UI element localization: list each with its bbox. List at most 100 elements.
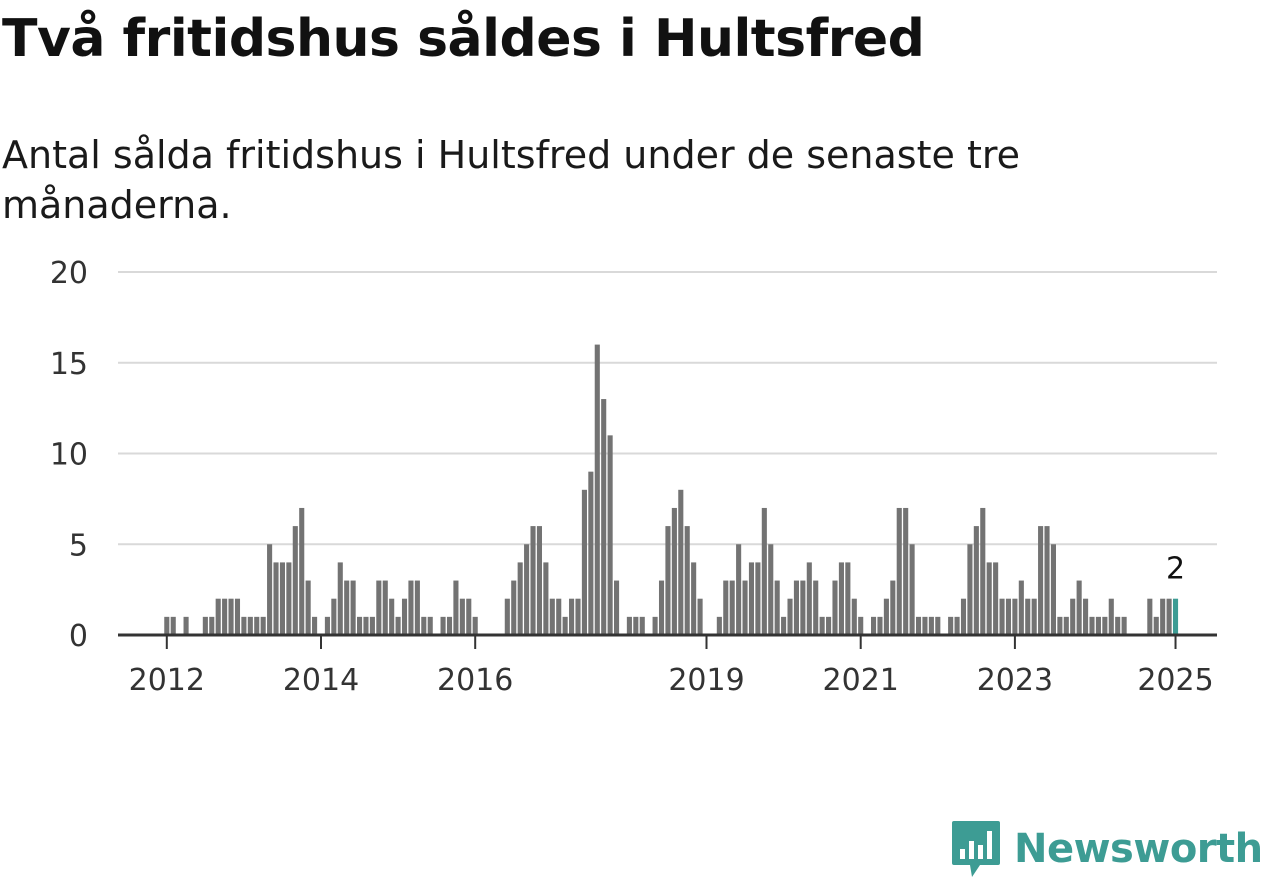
bar xyxy=(524,544,530,635)
bar xyxy=(1153,616,1159,635)
bar xyxy=(556,598,562,635)
bar xyxy=(903,507,909,635)
bar xyxy=(466,598,472,635)
brand-name: Newsworthy xyxy=(1014,826,1262,872)
bar xyxy=(1089,616,1095,635)
bar xyxy=(279,562,285,635)
y-tick-label: 10 xyxy=(50,438,88,473)
bar xyxy=(1018,580,1024,635)
bar xyxy=(800,580,806,635)
bar xyxy=(954,616,960,635)
bar xyxy=(1044,526,1050,635)
bar xyxy=(838,562,844,635)
bar-chart: 0 5 10 15 20 2012 2014 2016 2019 2021 2023 2025 2 xyxy=(50,256,1217,698)
bar xyxy=(594,344,600,635)
bar xyxy=(781,616,787,635)
bar xyxy=(896,507,902,635)
bar xyxy=(1102,616,1108,635)
bar xyxy=(601,399,607,635)
highlight-value-label: 2 xyxy=(1166,552,1185,587)
bar xyxy=(581,489,587,635)
bar xyxy=(344,580,350,635)
bar xyxy=(736,544,742,635)
bar xyxy=(1095,616,1101,635)
bar xyxy=(376,580,382,635)
bar xyxy=(228,598,234,635)
bar xyxy=(183,616,189,635)
bar xyxy=(909,544,915,635)
bar xyxy=(980,507,986,635)
bar xyxy=(389,598,395,635)
bar xyxy=(813,580,819,635)
bar xyxy=(241,616,247,635)
bar xyxy=(504,598,510,635)
bar xyxy=(723,580,729,635)
bar xyxy=(1025,598,1031,635)
bar xyxy=(1038,526,1044,635)
bar xyxy=(588,471,594,635)
bar xyxy=(787,598,793,635)
bar xyxy=(877,616,883,635)
bar xyxy=(569,598,575,635)
bar xyxy=(401,598,408,635)
bar xyxy=(382,580,388,635)
x-tick-label: 2019 xyxy=(668,663,744,698)
bar xyxy=(678,489,684,635)
bar xyxy=(832,580,838,635)
bar xyxy=(883,598,889,635)
bar xyxy=(1115,616,1121,635)
bar xyxy=(960,598,967,635)
bar xyxy=(973,526,979,635)
chart-subtitle: Antal sålda fritidshus i Hultsfred under… xyxy=(2,133,1021,227)
x-tick-label: 2012 xyxy=(129,663,205,698)
bar xyxy=(1076,580,1082,635)
bar xyxy=(748,562,755,635)
bar xyxy=(935,616,941,635)
bar xyxy=(761,507,767,635)
bar xyxy=(286,562,292,635)
bar xyxy=(234,598,241,635)
bar xyxy=(549,598,555,635)
bar xyxy=(755,562,761,635)
bar xyxy=(511,580,517,635)
bar xyxy=(260,616,266,635)
y-tick-label: 15 xyxy=(50,347,88,382)
y-tick-label: 20 xyxy=(50,256,88,291)
bar xyxy=(446,616,453,635)
bar xyxy=(729,580,735,635)
bar xyxy=(1063,616,1069,635)
bar xyxy=(222,598,228,635)
bar xyxy=(1108,598,1114,635)
bar xyxy=(1166,598,1172,635)
bar xyxy=(273,562,279,635)
bar xyxy=(575,598,581,635)
bar xyxy=(967,544,973,635)
bar xyxy=(254,616,260,635)
bar xyxy=(453,580,459,635)
chart-title: Två fritidshus såldes i Hultsfred xyxy=(2,9,925,69)
bar xyxy=(1050,544,1056,635)
bar xyxy=(851,598,857,635)
bar xyxy=(768,544,774,635)
bar xyxy=(305,580,311,635)
bar xyxy=(1070,598,1076,635)
bar xyxy=(459,598,465,635)
bar xyxy=(357,616,363,635)
bar xyxy=(324,616,330,635)
bar xyxy=(530,526,536,635)
bar xyxy=(299,507,305,635)
bar xyxy=(247,616,253,635)
bar xyxy=(806,562,812,635)
bar xyxy=(536,526,542,635)
bar xyxy=(1160,598,1166,635)
bar xyxy=(639,616,645,635)
bar xyxy=(350,580,356,635)
bar xyxy=(427,616,433,635)
bar xyxy=(267,544,273,635)
bar xyxy=(993,562,999,635)
y-tick-label: 0 xyxy=(69,619,88,654)
bar xyxy=(845,562,851,635)
bar xyxy=(543,562,549,635)
bar xyxy=(369,616,375,635)
bar xyxy=(414,580,420,635)
